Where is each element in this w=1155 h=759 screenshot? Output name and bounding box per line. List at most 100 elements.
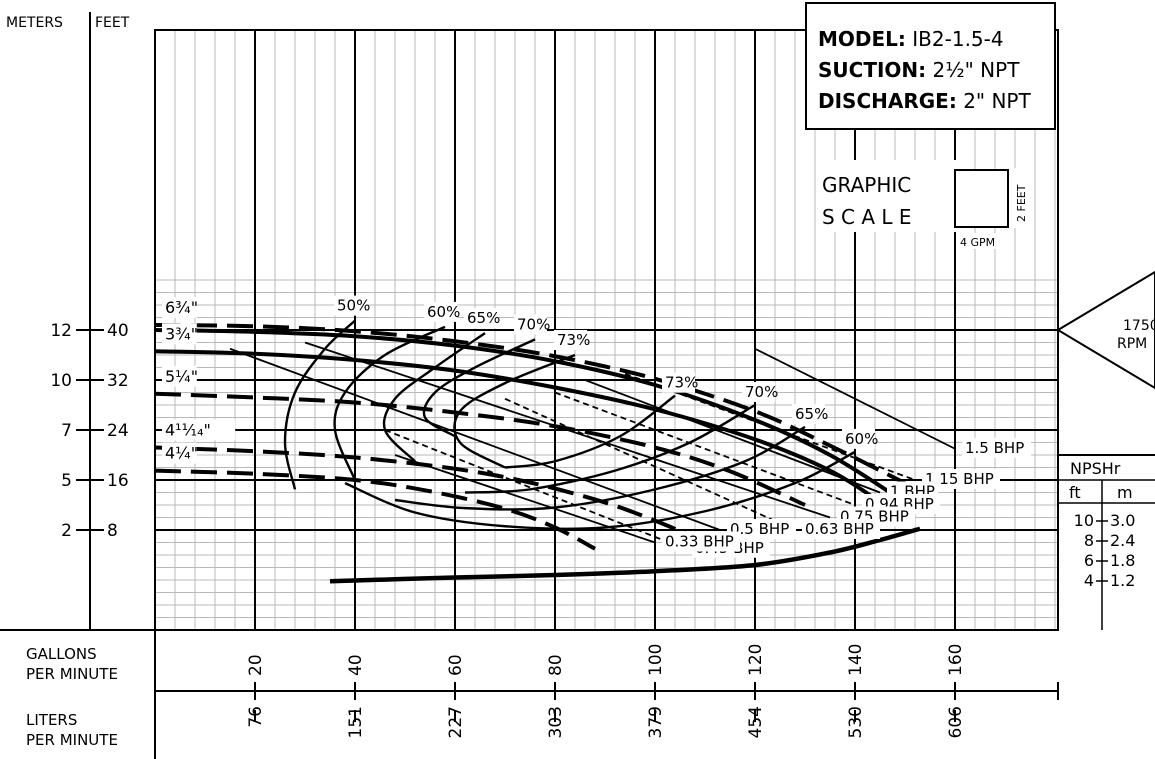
graphic-scale-word1: GRAPHIC xyxy=(822,173,911,197)
meters-header: METERS xyxy=(6,15,63,31)
efficiency-curve xyxy=(333,325,446,481)
y-tick-feet: 24 xyxy=(107,421,129,441)
efficiency-label: 50% xyxy=(337,297,370,315)
svg-text:DISCHARGE: 2" NPT: DISCHARGE: 2" NPT xyxy=(818,89,1031,113)
suction-value: 2½" NPT xyxy=(933,58,1021,82)
npshr-table: NPSHr ft m 10 3.0 8 2.4 6 1.8 4 1.2 xyxy=(1057,454,1155,630)
graphic-scale-width: 4 GPM xyxy=(960,236,995,249)
bhp-line xyxy=(229,347,721,531)
gpm-tick-label: 80 xyxy=(546,654,566,676)
impeller-label-bg xyxy=(162,442,197,464)
bhp-line xyxy=(554,391,856,506)
npshr-m: 3.0 xyxy=(1110,511,1135,530)
impeller-label-bg xyxy=(162,297,197,318)
efficiency-label-bg xyxy=(514,314,547,335)
bhp-label-bg xyxy=(962,437,1031,458)
impeller-curve xyxy=(155,391,806,507)
y-tick-meters: 10 xyxy=(50,371,72,391)
npshr-col-m: m xyxy=(1117,483,1133,502)
impeller-label: 3¾" xyxy=(165,324,198,343)
efficiency-label-bg xyxy=(554,330,587,350)
lpm-tick-label: 530 xyxy=(846,706,866,738)
y-tick-meters: 2 xyxy=(61,521,72,541)
efficiency-curve xyxy=(394,425,806,511)
efficiency-label-bg xyxy=(662,372,695,393)
efficiency-label: 65% xyxy=(795,405,828,423)
efficiency-label-bg xyxy=(334,295,367,316)
npshr-ft: 8 xyxy=(1084,531,1094,550)
lpm-tick-label: 76 xyxy=(246,706,266,728)
bhp-label-bg xyxy=(727,519,796,539)
model-value: IB2-1.5-4 xyxy=(912,27,1003,51)
efficiency-curve xyxy=(504,394,676,469)
gpm-tick-label: 140 xyxy=(846,644,866,676)
npshr-ft: 6 xyxy=(1084,551,1094,570)
rpm-indicator: 1750 RPM xyxy=(1056,270,1155,390)
lpm-tick-label: 379 xyxy=(646,706,666,738)
efficiency-label: 73% xyxy=(557,331,590,349)
bhp-label: 0.33 BHP xyxy=(665,533,734,551)
efficiency-curve xyxy=(382,332,486,463)
efficiency-label: 70% xyxy=(517,315,550,333)
efficiency-label-bg xyxy=(464,308,497,329)
lpm-tick-label: 303 xyxy=(546,706,566,738)
lpm-tick-label: 227 xyxy=(446,706,466,738)
y-tick-meters: 5 xyxy=(61,471,72,491)
bhp-line xyxy=(384,429,686,550)
feet-header: FEET xyxy=(95,15,130,31)
gpm-tick-label: 120 xyxy=(746,644,766,676)
lpm-tick-label: 151 xyxy=(346,706,366,738)
y-tick-feet: 32 xyxy=(107,371,129,391)
lpm-tick-label: 454 xyxy=(746,706,766,738)
svg-text:SUCTION: 2½" NPT: SUCTION: 2½" NPT xyxy=(818,58,1020,82)
impeller-label: 5¼" xyxy=(165,367,198,386)
impeller-label: 4¼" xyxy=(165,444,198,463)
efficiency-label: 60% xyxy=(845,430,878,448)
impeller-label-bg xyxy=(162,419,236,441)
impeller-curve xyxy=(155,468,596,551)
bhp-label: 1.5 BHP xyxy=(965,439,1024,457)
efficiency-label-bg xyxy=(424,301,457,322)
lpm-tick-label: 606 xyxy=(946,706,966,738)
rpm-unit: RPM xyxy=(1117,336,1147,352)
graphic-scale: GRAPHIC S C A L E 2 FEET 4 GPM xyxy=(816,160,1030,249)
npshr-m: 2.4 xyxy=(1110,531,1135,550)
bhp-label-bg xyxy=(802,519,880,539)
npshr-col-ft: ft xyxy=(1069,483,1081,502)
y-tick-feet: 8 xyxy=(107,521,118,541)
efficiency-label: 60% xyxy=(427,303,460,321)
efficiency-curve xyxy=(464,403,756,494)
impeller-curve xyxy=(155,328,897,498)
x-axis-ticks: 20 40 60 80 100 120 140 160 76 151 227 303 379 454 530… xyxy=(246,644,966,739)
y-tick-feet: 40 xyxy=(107,321,129,341)
suction-label: SUCTION: xyxy=(818,58,926,82)
impeller-curve xyxy=(155,323,906,485)
npshr-m: 1.2 xyxy=(1110,571,1135,590)
efficiency-curve xyxy=(283,319,356,490)
gpm-label-2: PER MINUTE xyxy=(26,665,118,683)
impeller-label-bg xyxy=(162,365,197,387)
graphic-scale-height: 2 FEET xyxy=(1015,184,1028,222)
y-tick-meters: 7 xyxy=(61,421,72,441)
efficiency-label-bg xyxy=(792,403,825,424)
npshr-m: 1.8 xyxy=(1110,551,1135,570)
gpm-label-1: GALLONS xyxy=(26,645,97,663)
gpm-tick-label: 40 xyxy=(346,654,366,676)
impeller-label: 4¹¹⁄₁₄" xyxy=(165,421,211,440)
graphic-scale-box xyxy=(954,169,1009,228)
lpm-label-1: LITERS xyxy=(26,711,77,729)
bhp-label: 0.5 BHP xyxy=(730,520,789,538)
impeller-curve xyxy=(155,349,882,504)
rpm-value: 1750 xyxy=(1123,318,1155,334)
efficiency-label-bg xyxy=(742,382,775,402)
y-tick-meters: 12 xyxy=(50,321,72,341)
efficiency-label: 73% xyxy=(665,374,698,392)
efficiency-label-bg xyxy=(842,428,875,449)
bhp-label: 1.15 BHP xyxy=(925,470,994,488)
curve-labels-layer: 6¾" 3¾" 5¼" 4¹¹⁄₁₄" 4¼" 50% 60% 65% 70% 73% 73% 70%… xyxy=(162,295,1031,558)
npshr-ft: 4 xyxy=(1084,571,1094,590)
npshr-ft: 10 xyxy=(1074,511,1094,530)
bhp-line xyxy=(504,397,796,531)
bhp-label: 0.63 BHP xyxy=(805,520,874,538)
